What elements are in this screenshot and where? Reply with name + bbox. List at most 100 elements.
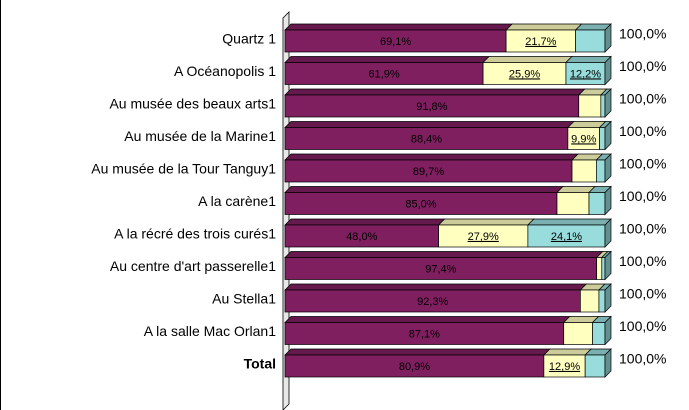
bar-segment xyxy=(284,316,571,345)
value-label: 92,3% xyxy=(417,296,448,308)
bar-segment xyxy=(284,153,579,183)
category-label: Total xyxy=(244,356,276,372)
bar-top xyxy=(567,121,607,128)
bar-top xyxy=(565,56,612,63)
bar-front xyxy=(596,159,606,183)
bar-top xyxy=(505,23,583,31)
bar-end xyxy=(604,348,612,378)
bar-front xyxy=(601,257,606,280)
category-label: A la salle Mac Orlan1 xyxy=(144,323,276,339)
value-label: 69,1% xyxy=(380,36,411,48)
value-label: 87,1% xyxy=(409,328,440,340)
bar-top xyxy=(284,251,604,258)
bar-segment xyxy=(584,348,612,378)
value-label: 24,1% xyxy=(551,231,582,243)
bar-segment xyxy=(284,186,564,215)
bar-front xyxy=(580,289,600,313)
category-label: Au musée des beaux arts1 xyxy=(109,96,276,112)
bar-top xyxy=(556,186,596,193)
bar-end xyxy=(604,218,612,248)
value-label: 61,9% xyxy=(368,68,399,80)
bar-segment xyxy=(437,218,535,248)
total-label: 100,0% xyxy=(619,188,666,204)
category-label: Au musée de la Tour Tanguy1 xyxy=(91,161,276,177)
value-label: 21,7% xyxy=(525,36,556,48)
bar-segment xyxy=(505,23,583,53)
bar-top xyxy=(284,88,586,96)
bar-end xyxy=(604,283,612,313)
bar-segment xyxy=(588,185,612,216)
bar-end xyxy=(604,250,612,281)
bar-front xyxy=(592,322,606,345)
category-label: A la récré des trois curés1 xyxy=(114,226,276,242)
bar-front xyxy=(598,289,606,313)
bar-front xyxy=(571,159,597,183)
category-label: A Océanopolis 1 xyxy=(174,63,276,79)
bar-top xyxy=(527,218,612,226)
bar-top xyxy=(284,348,551,356)
bar-top xyxy=(482,56,573,63)
bar-segment xyxy=(543,348,593,378)
bar-segment xyxy=(567,121,607,150)
value-label: 12,9% xyxy=(549,361,580,373)
total-label: 100,0% xyxy=(619,253,666,269)
bar-end xyxy=(604,88,612,118)
category-label: Quartz 1 xyxy=(222,31,276,47)
bar-end xyxy=(604,120,612,151)
bar-front xyxy=(556,192,590,215)
bar-segment xyxy=(591,315,612,346)
bar-segment xyxy=(598,120,612,151)
bar-segment xyxy=(571,153,604,183)
total-label: 100,0% xyxy=(619,26,666,42)
bar-segment xyxy=(556,186,596,215)
bar-segment xyxy=(284,56,490,85)
category-label: Au centre d'art passerelle1 xyxy=(110,258,276,274)
total-label: 100,0% xyxy=(619,58,666,74)
bar-end xyxy=(604,315,612,346)
bar-end xyxy=(604,185,612,216)
bar-top xyxy=(284,23,513,31)
bar-front xyxy=(599,127,606,150)
bar-segment xyxy=(562,316,600,345)
bar-segment xyxy=(284,121,575,150)
bar-segment xyxy=(579,283,606,313)
value-label: 88,4% xyxy=(411,133,442,145)
category-label: Au Stella1 xyxy=(212,291,276,307)
bar-front xyxy=(596,257,603,280)
value-label: 48,0% xyxy=(346,231,377,243)
bar-segment xyxy=(284,348,551,378)
value-label: 27,9% xyxy=(468,231,499,243)
bar-segment xyxy=(284,251,604,280)
category-label: Au musée de la Marine1 xyxy=(124,128,276,144)
bar-front xyxy=(600,94,606,118)
bar-end xyxy=(604,153,612,183)
category-label: A la carène1 xyxy=(198,193,276,209)
value-label: 85,0% xyxy=(405,198,436,210)
bar-segment xyxy=(482,56,573,85)
bar-segment xyxy=(565,55,612,86)
bar-segment xyxy=(600,250,612,281)
total-label: 100,0% xyxy=(619,91,666,107)
bar-top xyxy=(437,218,535,226)
total-label: 100,0% xyxy=(619,318,666,334)
value-label: 89,7% xyxy=(413,166,444,178)
value-label: 97,4% xyxy=(425,263,456,275)
bar-segment xyxy=(599,88,612,118)
value-label: 25,9% xyxy=(509,68,540,80)
value-label: 91,8% xyxy=(416,101,447,113)
bar-front xyxy=(584,354,606,378)
bar-segment xyxy=(284,218,446,248)
bar-top xyxy=(284,283,588,291)
bar-segment xyxy=(527,218,612,248)
bar-top xyxy=(543,348,593,356)
total-label: 100,0% xyxy=(619,156,666,172)
value-label: 80,9% xyxy=(399,361,430,373)
bar-front xyxy=(578,94,602,118)
total-label: 100,0% xyxy=(619,221,666,237)
value-label: 9,9% xyxy=(571,133,596,145)
bar-top xyxy=(284,56,490,63)
bar-front xyxy=(563,322,593,345)
bar-segment xyxy=(595,153,612,183)
total-label: 100,0% xyxy=(619,123,666,139)
